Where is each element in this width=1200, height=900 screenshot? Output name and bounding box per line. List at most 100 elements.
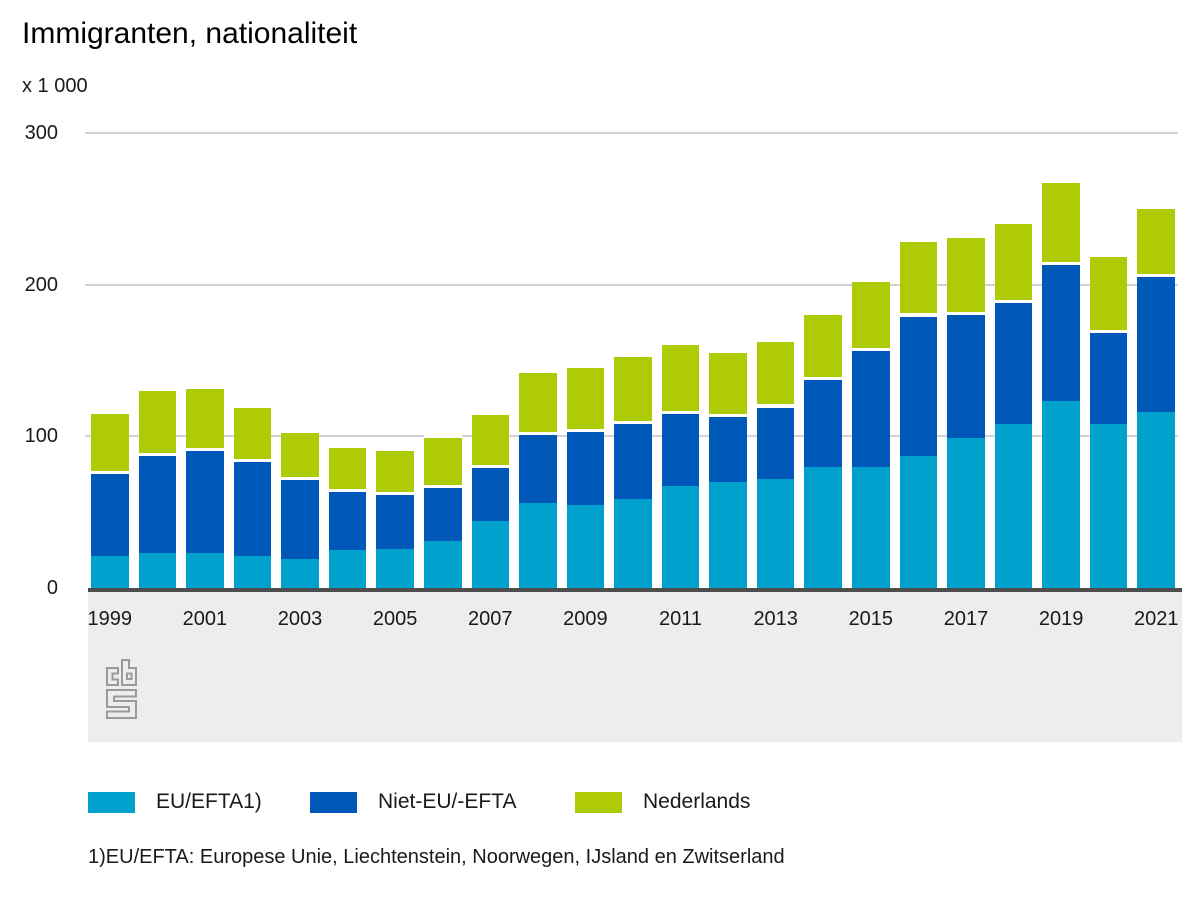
bar-2013-segment-eu-efta[interactable] [756,478,795,588]
bar-2015-segment-niet-eu-efta[interactable] [852,348,890,467]
bar-2017-segment-niet-eu-efta[interactable] [947,311,985,438]
bar-2016-segment-eu-efta[interactable] [899,456,938,588]
bar-2018-segment-niet-eu-efta[interactable] [994,299,1033,425]
bar-2016-segment-nederlands[interactable] [899,239,938,314]
bar-2000-segment-niet-eu-efta[interactable] [138,453,177,554]
bar-2020-segment-nederlands[interactable] [1089,254,1128,331]
bar-2004-segment-nederlands[interactable] [328,445,367,490]
bar-2007[interactable] [471,412,510,588]
bar-2010[interactable] [614,354,652,588]
bar-2021-segment-nederlands[interactable] [1137,205,1175,275]
bar-2002-segment-eu-efta[interactable] [233,556,272,588]
legend-item-eu-efta[interactable]: EU/EFTA1) [88,790,262,814]
bar-2016-segment-niet-eu-efta[interactable] [899,313,938,457]
bar-1999[interactable] [91,410,129,588]
bar-2021[interactable] [1137,205,1175,588]
bar-2014-segment-nederlands[interactable] [804,311,843,378]
legend-label-eu-efta: EU/EFTA1) [156,790,262,813]
bar-2000-segment-eu-efta[interactable] [138,553,177,588]
bar-2014-segment-eu-efta[interactable] [804,466,843,588]
bar-2002-segment-niet-eu-efta[interactable] [233,459,272,557]
bar-2000-segment-nederlands[interactable] [138,387,177,454]
bar-2015[interactable] [852,278,890,588]
bar-2011-segment-nederlands[interactable] [661,342,700,411]
bar-2001-segment-eu-efta[interactable] [186,553,224,588]
bar-2006-segment-nederlands[interactable] [423,434,462,485]
legend-item-niet-eu-efta[interactable]: Niet-EU/-EFTA [310,790,516,814]
bar-2006-segment-eu-efta[interactable] [423,540,462,588]
bar-2014[interactable] [804,311,843,588]
bar-2010-segment-nederlands[interactable] [614,354,652,422]
bar-2005-segment-nederlands[interactable] [376,448,414,493]
bar-2008-segment-nederlands[interactable] [519,369,557,432]
bar-2011[interactable] [661,342,700,588]
bar-2003-segment-eu-efta[interactable] [281,559,319,588]
bar-2010-segment-niet-eu-efta[interactable] [614,421,652,499]
bar-2006[interactable] [423,434,462,588]
bar-2010-segment-eu-efta[interactable] [614,498,652,588]
bar-2008-segment-niet-eu-efta[interactable] [519,431,557,504]
bar-2008[interactable] [519,369,557,588]
bar-2001-segment-niet-eu-efta[interactable] [186,448,224,554]
bar-2008-segment-eu-efta[interactable] [519,503,557,588]
legend: EU/EFTA1) Niet-EU/-EFTA Nederlands [0,790,1200,826]
bar-2017[interactable] [947,234,985,588]
bar-2009-segment-eu-efta[interactable] [566,504,605,588]
bar-2015-segment-nederlands[interactable] [852,278,890,349]
bar-2001-segment-nederlands[interactable] [186,386,224,449]
bar-2013-segment-nederlands[interactable] [756,339,795,405]
bar-2013[interactable] [756,339,795,588]
bar-2000[interactable] [138,387,177,588]
bar-2018-segment-eu-efta[interactable] [994,424,1033,588]
bar-2001[interactable] [186,386,224,588]
bar-2005-segment-niet-eu-efta[interactable] [376,492,414,549]
bar-2005[interactable] [376,448,414,588]
bar-2003[interactable] [281,430,319,588]
bar-2004-segment-niet-eu-efta[interactable] [328,489,367,551]
bar-2016[interactable] [899,239,938,588]
bar-2018[interactable] [994,220,1033,588]
bar-2017-segment-eu-efta[interactable] [947,437,985,588]
bar-2009-segment-nederlands[interactable] [566,365,605,429]
bar-1999-segment-nederlands[interactable] [91,410,129,472]
legend-swatch-niet-eu-efta [310,791,357,813]
bar-2012-segment-niet-eu-efta[interactable] [709,413,747,482]
bar-2012-segment-nederlands[interactable] [709,349,747,414]
legend-item-nederlands[interactable]: Nederlands [575,790,750,814]
bar-2011-segment-niet-eu-efta[interactable] [661,410,700,487]
bar-2020[interactable] [1089,254,1128,588]
bar-2020-segment-eu-efta[interactable] [1089,424,1128,588]
bar-1999-segment-eu-efta[interactable] [91,556,129,588]
bar-2017-segment-nederlands[interactable] [947,234,985,312]
bar-2007-segment-niet-eu-efta[interactable] [471,465,510,522]
bar-2002-segment-nederlands[interactable] [233,404,272,460]
bar-2019[interactable] [1042,180,1080,588]
bar-2019-segment-eu-efta[interactable] [1042,401,1080,588]
bar-2004-segment-eu-efta[interactable] [328,550,367,588]
bar-2018-segment-nederlands[interactable] [994,220,1033,300]
bar-2012-segment-eu-efta[interactable] [709,481,747,588]
bar-1999-segment-niet-eu-efta[interactable] [91,471,129,557]
bar-2007-segment-eu-efta[interactable] [471,521,510,588]
bar-2019-segment-nederlands[interactable] [1042,180,1080,262]
bar-2012[interactable] [709,349,747,588]
bar-2020-segment-niet-eu-efta[interactable] [1089,330,1128,425]
bar-2003-segment-nederlands[interactable] [281,430,319,478]
bar-2002[interactable] [233,404,272,588]
bar-2007-segment-nederlands[interactable] [471,412,510,466]
bar-2014-segment-niet-eu-efta[interactable] [804,377,843,467]
bar-2006-segment-niet-eu-efta[interactable] [423,484,462,541]
bar-2009-segment-niet-eu-efta[interactable] [566,428,605,505]
bar-2005-segment-eu-efta[interactable] [376,548,414,588]
bar-2021-segment-eu-efta[interactable] [1137,412,1175,588]
bar-2009[interactable] [566,365,605,588]
bar-2011-segment-eu-efta[interactable] [661,486,700,588]
bar-2003-segment-niet-eu-efta[interactable] [281,477,319,560]
bar-2021-segment-niet-eu-efta[interactable] [1137,274,1175,413]
x-tick-2021: 2021 [1133,608,1179,630]
unit-label: x 1 000 [22,75,88,97]
bar-2004[interactable] [328,445,367,588]
bar-2015-segment-eu-efta[interactable] [852,466,890,588]
bar-2013-segment-niet-eu-efta[interactable] [756,404,795,479]
bar-2019-segment-niet-eu-efta[interactable] [1042,261,1080,402]
